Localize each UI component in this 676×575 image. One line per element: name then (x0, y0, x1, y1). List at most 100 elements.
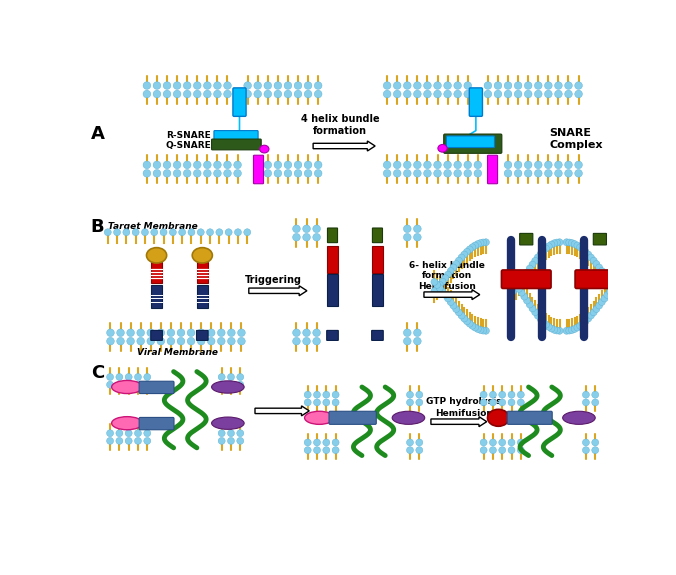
Ellipse shape (218, 438, 225, 444)
Ellipse shape (508, 391, 515, 398)
FancyBboxPatch shape (327, 228, 337, 243)
Ellipse shape (448, 298, 454, 305)
Ellipse shape (224, 170, 231, 177)
Ellipse shape (450, 264, 457, 271)
Ellipse shape (192, 248, 212, 263)
Text: Hemifusion: Hemifusion (418, 282, 476, 290)
Ellipse shape (504, 90, 512, 98)
Ellipse shape (593, 260, 600, 267)
Ellipse shape (193, 90, 201, 98)
Ellipse shape (218, 374, 225, 381)
Ellipse shape (585, 315, 592, 322)
Ellipse shape (237, 430, 244, 436)
Ellipse shape (314, 90, 322, 98)
Ellipse shape (564, 161, 573, 168)
Text: 4 helix bundle
formation: 4 helix bundle formation (301, 114, 379, 136)
Ellipse shape (592, 439, 599, 446)
Ellipse shape (604, 275, 610, 282)
Ellipse shape (653, 248, 660, 255)
Ellipse shape (151, 229, 158, 236)
Ellipse shape (107, 430, 114, 436)
Ellipse shape (582, 248, 589, 255)
Ellipse shape (596, 302, 602, 309)
Ellipse shape (212, 381, 244, 393)
Ellipse shape (214, 82, 221, 89)
Ellipse shape (637, 327, 644, 334)
Ellipse shape (564, 170, 573, 177)
Ellipse shape (535, 312, 541, 319)
Ellipse shape (515, 281, 523, 288)
Ellipse shape (672, 293, 676, 300)
Ellipse shape (274, 82, 282, 89)
Text: FP: FP (522, 237, 531, 241)
Ellipse shape (406, 439, 414, 446)
Ellipse shape (383, 170, 391, 177)
FancyBboxPatch shape (327, 246, 338, 273)
Ellipse shape (475, 240, 481, 248)
Ellipse shape (431, 278, 438, 285)
Ellipse shape (305, 411, 334, 424)
Ellipse shape (264, 170, 272, 177)
Ellipse shape (208, 338, 215, 345)
Ellipse shape (193, 161, 201, 168)
Ellipse shape (445, 295, 452, 302)
Ellipse shape (546, 323, 552, 330)
Ellipse shape (214, 170, 221, 177)
Ellipse shape (193, 170, 201, 177)
Ellipse shape (436, 285, 443, 292)
FancyBboxPatch shape (327, 331, 338, 340)
Ellipse shape (143, 90, 151, 98)
Ellipse shape (474, 161, 481, 168)
Ellipse shape (675, 277, 676, 284)
Ellipse shape (564, 82, 573, 89)
Ellipse shape (237, 374, 244, 381)
Ellipse shape (406, 391, 414, 398)
Ellipse shape (284, 90, 292, 98)
Text: R-SNARE: R-SNARE (166, 132, 211, 140)
Ellipse shape (224, 161, 231, 168)
Ellipse shape (577, 244, 583, 251)
Text: TM: TM (152, 333, 161, 338)
Ellipse shape (517, 391, 525, 398)
Ellipse shape (645, 241, 652, 248)
FancyBboxPatch shape (443, 134, 502, 154)
Ellipse shape (593, 305, 600, 312)
Ellipse shape (392, 411, 425, 424)
Ellipse shape (642, 326, 649, 334)
Ellipse shape (525, 161, 532, 168)
Ellipse shape (544, 170, 552, 177)
Ellipse shape (144, 381, 151, 388)
Ellipse shape (416, 447, 422, 454)
Ellipse shape (160, 229, 167, 236)
Ellipse shape (535, 90, 542, 98)
Ellipse shape (672, 273, 676, 280)
Ellipse shape (153, 161, 161, 168)
Ellipse shape (514, 90, 522, 98)
Ellipse shape (424, 82, 431, 89)
Ellipse shape (469, 323, 476, 329)
Ellipse shape (107, 338, 114, 345)
Ellipse shape (135, 374, 141, 381)
Ellipse shape (563, 239, 570, 246)
FancyBboxPatch shape (212, 139, 261, 150)
Ellipse shape (188, 229, 195, 236)
Text: HR2: HR2 (219, 419, 237, 428)
Ellipse shape (480, 447, 487, 454)
Ellipse shape (218, 381, 225, 388)
Ellipse shape (438, 144, 448, 152)
Ellipse shape (504, 161, 512, 168)
Ellipse shape (606, 288, 613, 295)
Ellipse shape (569, 240, 575, 247)
FancyBboxPatch shape (151, 331, 162, 340)
Ellipse shape (544, 161, 552, 168)
Ellipse shape (214, 161, 221, 168)
Ellipse shape (461, 315, 468, 322)
Text: GTPase: GTPase (112, 384, 142, 390)
Ellipse shape (218, 430, 225, 436)
Ellipse shape (147, 338, 155, 345)
Ellipse shape (294, 82, 302, 89)
Ellipse shape (414, 329, 421, 336)
Ellipse shape (404, 161, 411, 168)
Ellipse shape (504, 82, 512, 89)
Ellipse shape (642, 240, 649, 247)
